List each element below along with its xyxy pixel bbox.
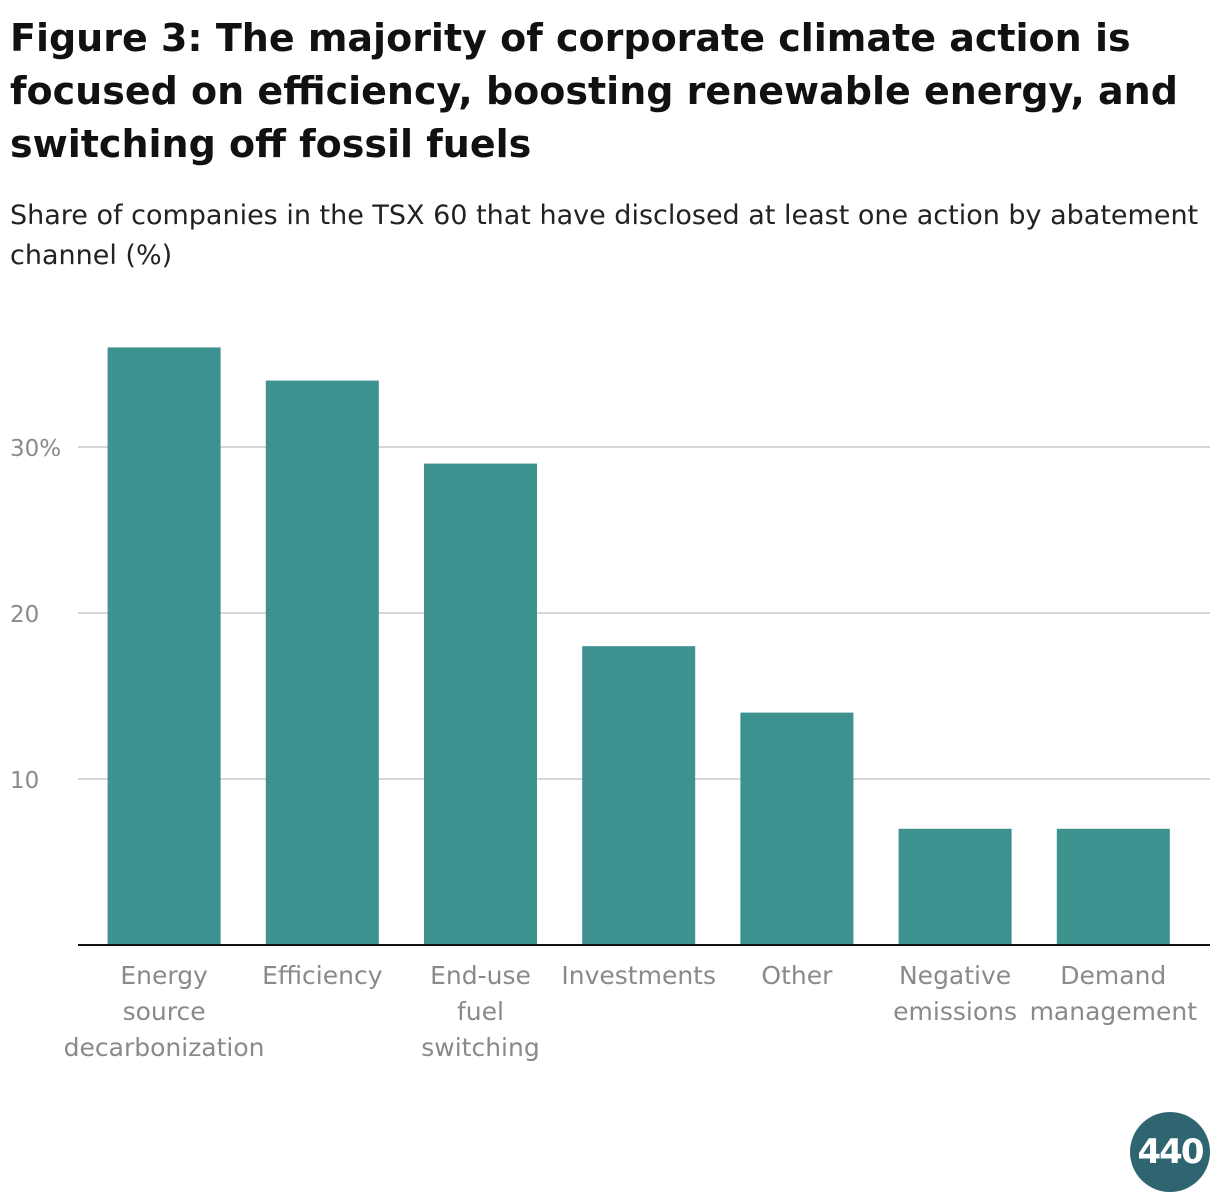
y-tick-label: 30% [10,436,61,462]
y-tick-label: 10 [10,768,39,794]
bar [740,712,854,945]
bar [107,347,221,945]
bars [107,347,1170,946]
x-tick-label: Investments [561,961,716,990]
chart-title: Figure 3: The majority of corporate clim… [10,16,1178,166]
x-tick-label: Demand management [1030,961,1198,1026]
x-tick-label: Other [761,961,833,990]
bar [424,463,537,945]
bar [1056,828,1170,945]
y-tick-label: 20 [10,602,39,628]
x-tick-label: Energy source decarbonization [64,961,265,1062]
chart-subtitle: Share of companies in the TSX 60 that ha… [10,200,1199,271]
bar [265,380,379,946]
x-tick-label: Negative emissions [893,961,1017,1026]
x-tick-label: End-use fuel switching [421,961,539,1062]
logo-440: 440 [1130,1112,1210,1192]
bar [582,646,696,945]
x-tick-label: Efficiency [262,961,383,990]
bar [898,828,1012,945]
